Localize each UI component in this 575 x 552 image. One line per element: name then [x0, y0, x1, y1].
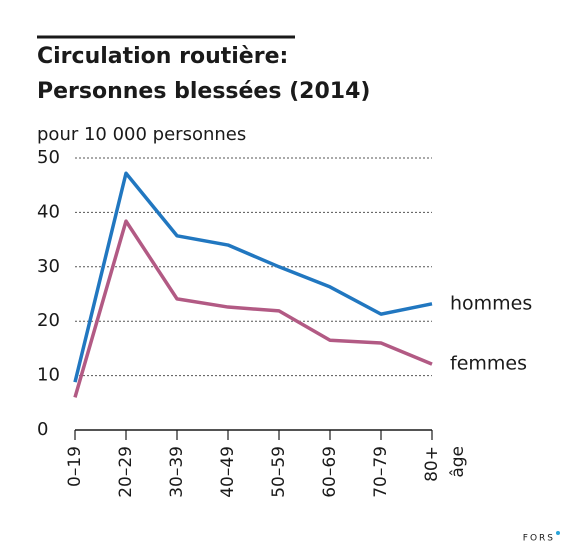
y-tick-label: 40: [37, 201, 60, 222]
series-label: femmes: [450, 353, 527, 375]
line: [73, 219, 433, 398]
x-tick-label: 50–59: [269, 446, 289, 498]
x-tick-label: 40–49: [218, 446, 238, 498]
x-tick-label: 20–29: [116, 446, 136, 498]
x-tick-label: 60–69: [320, 446, 340, 498]
y-tick-label: 30: [37, 256, 60, 277]
x-tick-label: 70–79: [371, 446, 391, 498]
y-tick-label: 10: [37, 365, 60, 386]
x-axis-label: âge: [448, 446, 468, 478]
line: [73, 171, 433, 383]
source: FORS: [523, 534, 555, 544]
logo-dot: [556, 531, 560, 535]
y-tick-label: 20: [37, 310, 60, 331]
x-tick-label: 30–39: [167, 446, 187, 498]
chart-title: Circulation routière:: [37, 44, 288, 69]
x-tick-label: 80+: [422, 446, 442, 482]
x-tick-label: 0–19: [65, 446, 85, 487]
y-tick-label: 0: [37, 419, 48, 440]
subtitle: pour 10 000 personnes: [37, 124, 246, 145]
chart-title: Personnes blessées (2014): [37, 79, 370, 104]
series-label: hommes: [450, 292, 532, 314]
y-tick-label: 50: [37, 147, 60, 168]
